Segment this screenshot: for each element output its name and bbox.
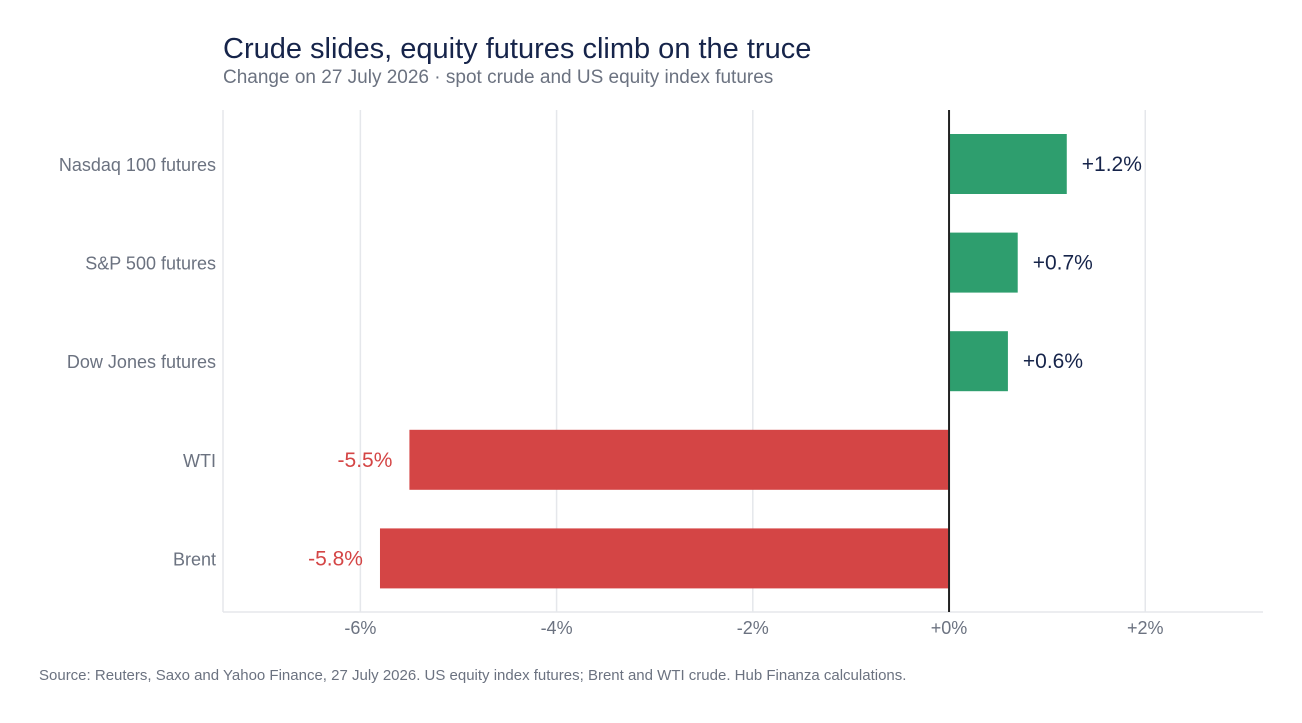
grid-lines [222,110,1263,613]
x-tick-label: -6% [344,618,376,638]
bar [379,528,950,589]
value-label: +1.2% [1082,153,1142,176]
category-label: Dow Jones futures [67,352,216,372]
bar [949,134,1067,194]
value-label: +0.6% [1023,350,1083,373]
bar [949,232,1018,293]
x-tick-label: -4% [541,618,573,638]
category-label: WTI [183,451,216,471]
source-note: Source: Reuters, Saxo and Yahoo Finance,… [39,667,907,684]
bars [379,110,1067,612]
category-label: Brent [173,549,216,569]
chart-subtitle: Change on 27 July 2026 · spot crude and … [223,67,774,88]
category-label: S&P 500 futures [85,254,216,274]
x-tick-label: -2% [737,618,769,638]
chart-title: Crude slides, equity futures climb on th… [223,33,812,65]
value-label: +0.7% [1033,252,1093,275]
value-label: -5.5% [338,449,393,472]
category-label: Nasdaq 100 futures [59,155,216,175]
bar [409,429,950,490]
value-label: -5.8% [308,547,363,570]
x-tick-label: +0% [931,618,968,638]
x-tick-label: +2% [1127,618,1164,638]
labels: -6% -4% -2% +0% +2% Nasdaq 100 futures +1.2% S&… [59,153,1164,638]
bar [949,331,1008,392]
